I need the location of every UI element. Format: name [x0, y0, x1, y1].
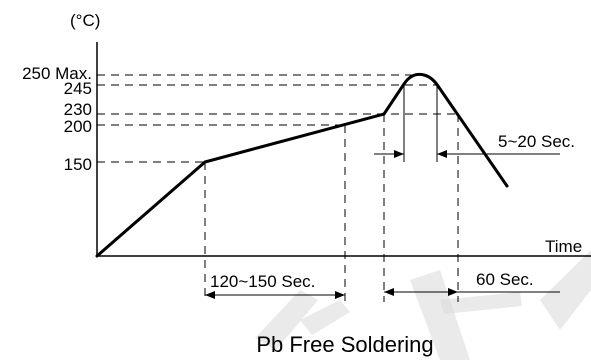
peak-duration-label: 5~20 Sec. — [498, 132, 575, 151]
diagram-caption: Pb Free Soldering — [256, 332, 433, 357]
tick-200: 200 — [64, 117, 92, 136]
y-unit-label: (°C) — [70, 11, 100, 30]
temperature-profile-curve — [95, 72, 509, 258]
peak-duration-dimension — [374, 150, 560, 158]
tick-150: 150 — [64, 155, 92, 174]
tick-245: 245 — [64, 79, 92, 98]
tick-250-max: 250 Max. — [22, 64, 92, 83]
liquidus-duration-label: 60 Sec. — [476, 270, 534, 289]
preheat-duration-label: 120~150 Sec. — [210, 272, 315, 291]
preheat-duration-dimension — [205, 291, 345, 299]
tick-230: 230 — [64, 100, 92, 119]
liquidus-duration-dimension — [384, 288, 560, 296]
x-axis-label: Time — [545, 237, 582, 256]
